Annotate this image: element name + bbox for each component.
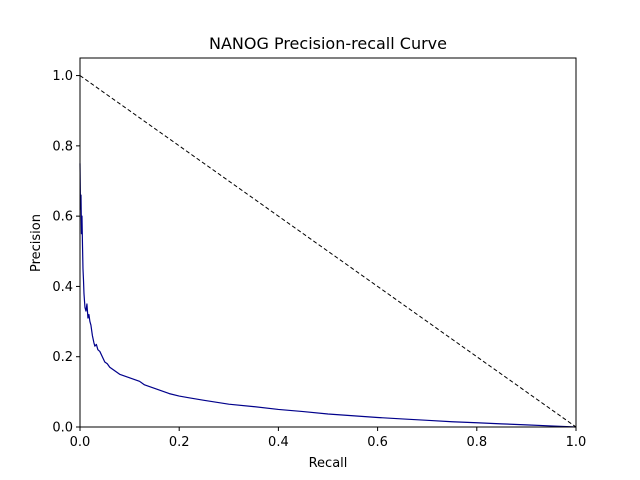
y-axis-label: Precision	[29, 214, 44, 272]
axes-frame	[79, 57, 577, 428]
y-tick-label: 0.0	[52, 421, 73, 436]
baseline-diagonal-line	[79, 75, 577, 428]
series-group	[79, 75, 577, 428]
y-tick-label: 0.6	[52, 210, 73, 225]
x-tick-label: 1.0	[566, 435, 587, 450]
x-axis-label: Recall	[309, 456, 348, 471]
y-ticks: 0.0 0.2 0.4 0.6 0.8 1.0	[52, 69, 80, 436]
pr-curve-line	[79, 163, 577, 428]
x-tick-label: 0.0	[70, 435, 91, 450]
x-tick-label: 0.4	[268, 435, 289, 450]
chart-title: NANOG Precision-recall Curve	[209, 34, 447, 53]
x-ticks: 0.0 0.2 0.4 0.6 0.8 1.0	[70, 427, 587, 450]
y-tick-label: 0.2	[52, 350, 73, 365]
x-tick-label: 0.8	[466, 435, 487, 450]
y-tick-label: 1.0	[52, 69, 73, 84]
x-tick-label: 0.2	[169, 435, 190, 450]
y-tick-label: 0.4	[52, 280, 73, 295]
x-tick-label: 0.6	[367, 435, 388, 450]
y-tick-label: 0.8	[52, 139, 73, 154]
